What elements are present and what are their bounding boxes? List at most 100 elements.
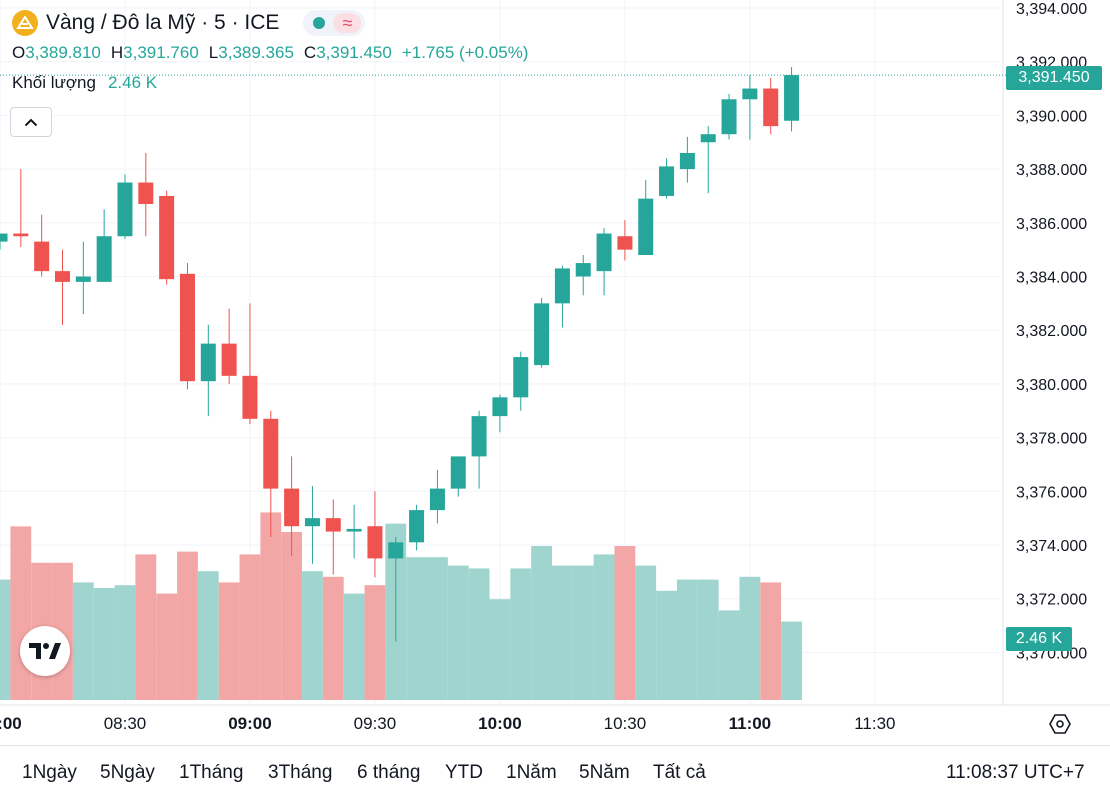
collapse-legend-button[interactable] [10, 107, 52, 137]
chart-legend: Vàng / Đô la Mỹ · 5 · ICE ≈ O 3,389.810 H… [12, 8, 528, 96]
volume-axis-label: 2.46 K [1006, 627, 1072, 651]
clock-timezone[interactable]: 11:08:37 UTC+7 [946, 762, 1085, 783]
volume-bar [781, 621, 802, 700]
volume-bar [593, 554, 615, 700]
candle-body [325, 518, 341, 532]
low-value: 3,389.365 [218, 43, 294, 62]
volume-bar [468, 568, 490, 700]
time-tick-label: 09:00 [228, 714, 271, 733]
price-tick-label: 3,382.000 [1016, 323, 1087, 340]
candle-body [554, 268, 570, 304]
range-6month[interactable]: 6 tháng [357, 762, 421, 783]
volume-label: Khối lượng [12, 73, 96, 92]
volume-bar [489, 599, 511, 700]
candle-body [13, 233, 29, 237]
price-tick-label: 3,374.000 [1016, 538, 1087, 555]
volume-bar [218, 582, 240, 700]
candle-body [242, 375, 258, 419]
candle-body [575, 263, 591, 277]
price-tick-label: 3,390.000 [1016, 108, 1087, 125]
time-tick-label: 10:00 [478, 714, 521, 733]
candle-body [742, 88, 758, 100]
range-1month[interactable]: 1Tháng [179, 762, 244, 783]
volume-bar [614, 546, 636, 700]
volume-bar [135, 554, 157, 700]
candle-body [617, 236, 633, 250]
price-tick-label: 3,384.000 [1016, 270, 1087, 287]
close-value: 3,391.450 [316, 43, 392, 62]
range-1year[interactable]: 1Năm [506, 762, 557, 783]
candle-body [388, 542, 404, 559]
volume-bar [72, 582, 94, 700]
volume-bar [322, 576, 344, 700]
close-key: C [303, 43, 317, 62]
volume-bar [697, 579, 719, 700]
volume-bar [10, 526, 32, 700]
candle-body [263, 418, 279, 489]
high-value: 3,391.760 [123, 43, 199, 62]
candle-body [284, 488, 300, 527]
volume-bar [531, 546, 552, 700]
axis-settings-button[interactable] [1046, 710, 1074, 738]
price-chart[interactable]: 3,370.0003,372.0003,374.0003,376.0003,37… [0, 0, 1110, 745]
range-5year[interactable]: 5Năm [579, 762, 630, 783]
volume-bar [197, 571, 219, 700]
volume-legend: Khối lượng 2.46 K [12, 70, 528, 96]
price-tick-label: 3,394.000 [1016, 1, 1087, 18]
time-tick-label: 09:30 [354, 714, 397, 733]
volume-bar [239, 554, 261, 700]
candle-body [784, 75, 800, 121]
candle-body [721, 99, 737, 135]
time-tick-label: 11:30 [854, 714, 895, 733]
time-tick-label: 08:30 [104, 714, 147, 733]
volume-bar [156, 593, 178, 700]
high-key: H [110, 43, 124, 62]
open-value: 3,389.810 [25, 43, 101, 62]
wave-icon: ≈ [333, 13, 362, 33]
candle-body [763, 88, 779, 127]
candle-body [700, 134, 716, 143]
candle-body [367, 526, 383, 559]
gold-bars-icon [12, 10, 38, 36]
candle-body [54, 271, 70, 282]
candle-body [179, 273, 195, 382]
volume-bar [0, 579, 11, 700]
range-3month[interactable]: 3Tháng [268, 762, 333, 783]
range-5day[interactable]: 5Ngày [100, 762, 155, 783]
volume-bar [260, 512, 282, 700]
range-all[interactable]: Tất cả [653, 762, 706, 783]
candle-body [450, 456, 466, 489]
price-tick-label: 3,378.000 [1016, 431, 1087, 448]
chevron-up-icon [24, 118, 38, 126]
volume-bar [572, 565, 594, 700]
volume-bar [739, 576, 761, 700]
tradingview-logo-icon[interactable] [20, 626, 70, 676]
candle-body [96, 236, 112, 282]
volume-bar [364, 585, 386, 700]
market-status-pill[interactable]: ≈ [303, 10, 366, 36]
symbol-title[interactable]: Vàng / Đô la Mỹ · 5 · ICE [46, 11, 280, 34]
range-ytd[interactable]: YTD [445, 762, 483, 783]
volume-bar [447, 565, 469, 700]
volume-bar [343, 593, 365, 700]
volume-bar [177, 551, 198, 700]
open-key: O [12, 43, 26, 62]
candle-body [659, 166, 675, 196]
market-open-dot-icon [313, 17, 326, 29]
price-tick-label: 3,372.000 [1016, 592, 1087, 609]
candle-body [471, 416, 487, 457]
volume-value: 2.46 K [107, 73, 158, 92]
price-tick-label: 3,376.000 [1016, 484, 1087, 501]
candle-body [409, 510, 425, 543]
time-tick-label: 11:00 [729, 714, 772, 733]
candle-body [492, 397, 508, 417]
range-1day[interactable]: 1Ngày [22, 762, 77, 783]
candle-body [304, 518, 320, 527]
candle-body [513, 357, 529, 398]
candle-body [638, 198, 654, 256]
volume-bar [656, 590, 677, 700]
hexagon-settings-icon [1049, 714, 1071, 734]
candle-body [429, 488, 445, 511]
candle-body [221, 343, 237, 376]
candle-body [138, 182, 154, 205]
